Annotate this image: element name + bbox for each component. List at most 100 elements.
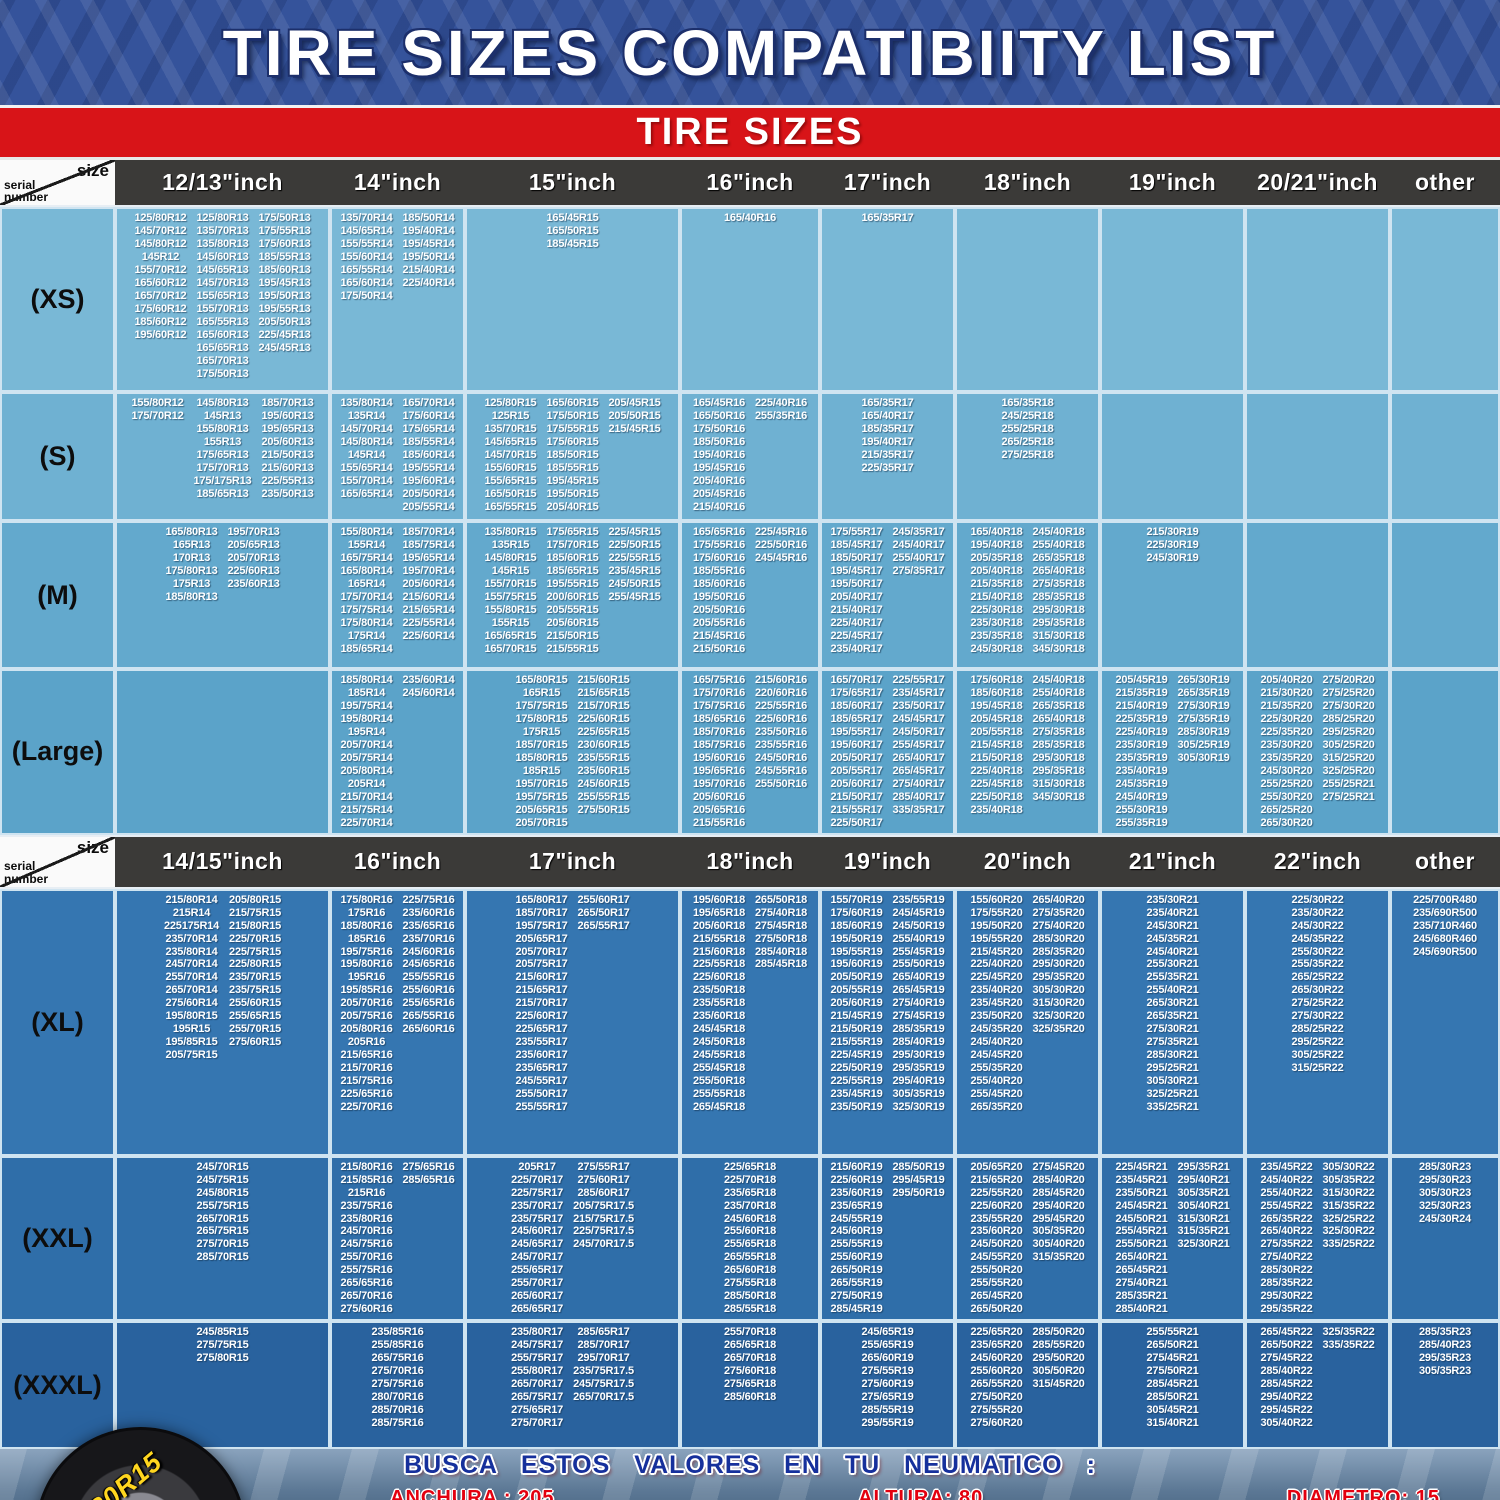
- tire-size: 285/50R21: [1146, 1391, 1199, 1404]
- tire-size: 275/50R21: [1146, 1365, 1199, 1378]
- tire-size: 285/75R16: [371, 1417, 424, 1430]
- tire-size: 285/40R19: [892, 1036, 945, 1049]
- tire-size: 315/30R20: [1032, 997, 1085, 1010]
- tire-size: 275/40R20: [1032, 919, 1085, 932]
- tire-size: 145/60R13: [196, 250, 249, 263]
- tire-size: 325/30R19: [892, 1101, 945, 1114]
- tire-size: 325/35R22: [1322, 1326, 1375, 1339]
- tire-size: 285/45R20: [1032, 1186, 1085, 1199]
- altura-value: ALTURA: 80: [858, 1487, 984, 1500]
- tire-size: 275/65R19: [861, 1391, 914, 1404]
- tire-size: 255/25R20: [1260, 777, 1313, 790]
- size-subcolumn: 225/65R20 235/65R20 245/60R20 255/60R20 265/…: [970, 1326, 1022, 1430]
- tire-size: 275/60R18: [723, 1365, 777, 1378]
- tire-size: 185/45R15: [546, 237, 599, 250]
- tire-size: 245/680R460: [1413, 932, 1477, 945]
- tire-size: 245/80R15: [196, 1186, 249, 1199]
- tire-size-cell: [1102, 209, 1243, 390]
- size-subcolumn: 215/60R15 215/65R15 215/70R15 225/60R15 225/…: [578, 674, 630, 817]
- tire-size-cell: 225/65R18 225/70R18 235/65R18 235/70R18 245/…: [682, 1157, 818, 1320]
- tire-size: 215/55R18: [692, 932, 745, 945]
- tire-size: 155/70R12: [134, 263, 187, 276]
- tire-size-cell: [957, 209, 1098, 390]
- tire-size: 225/40R14: [402, 276, 455, 289]
- tire-size: 285/70R15: [196, 1251, 249, 1264]
- size-subcolumn: 165/45R16 165/50R16 175/50R16 185/50R16 195/…: [693, 397, 745, 514]
- tire-size: 145/70R12: [134, 224, 187, 237]
- tire-size: 265/40R17: [892, 751, 945, 764]
- tire-size: 235/55R17: [515, 1036, 568, 1049]
- tire-size: 245/55R18: [692, 1049, 745, 1062]
- tire-size: 285/35R22: [1260, 1277, 1313, 1290]
- tire-size: 245/60R18: [723, 1212, 777, 1225]
- tire-size: 195/50R17: [830, 577, 883, 590]
- table-row: (Large) 185/80R14 185R14 195/75R14 195/80R14…: [0, 669, 1500, 835]
- tire-size: 255/50R16: [755, 777, 808, 790]
- tire-size: 235/45R17: [892, 686, 945, 699]
- tire-size: 285/45R21: [1146, 1378, 1199, 1391]
- row-label: (XS): [2, 209, 113, 390]
- tire-size: 155R14: [347, 538, 386, 551]
- tire-size: 245/75R15: [196, 1173, 249, 1186]
- tire-size: 215/30R20: [1260, 686, 1313, 699]
- tire-size: 275/70R17: [511, 1417, 564, 1430]
- tire-size: 235/35R18: [970, 629, 1023, 642]
- tire-size: 195/55R19: [830, 945, 883, 958]
- tire-size: 185/50R17: [830, 551, 883, 564]
- tire-size: 175/50R13: [258, 212, 311, 224]
- tire-size: 305/25R22: [1291, 1049, 1344, 1062]
- tire-size: 305/35R22: [1322, 1173, 1375, 1186]
- tire-size: 200/60R15: [546, 590, 599, 603]
- column-header: 21"inch: [1128, 848, 1217, 875]
- tire-size: 235/55R16: [755, 738, 808, 751]
- tire-size: 215/60R18: [692, 945, 745, 958]
- tire-size: 195/60R17: [830, 738, 883, 751]
- row-label: (S): [2, 394, 113, 519]
- tire-size-cell: 165/40R16: [682, 209, 818, 390]
- tire-size: 275/45R19: [892, 1010, 945, 1023]
- size-subcolumn: 135/80R14 135R14 145/70R14 145/80R14 145R14 1…: [340, 397, 392, 501]
- tire-size-cell: 165/35R18 245/25R18 255/25R18 265/25R18 275/…: [957, 394, 1098, 519]
- tire-size: 205/80R16: [340, 1023, 393, 1036]
- tire-size: 245/50R21: [1115, 1212, 1168, 1225]
- tire-size: 195/70R15: [515, 777, 568, 790]
- row-label: (XXL): [2, 1157, 113, 1320]
- tire-size: 265/55R20: [970, 1378, 1023, 1391]
- tire-size: 265/45R21: [1115, 1264, 1168, 1277]
- tire-size: 255/30R22: [1291, 945, 1344, 958]
- tire-size-cell: 215/30R19 225/30R19 245/30R19: [1102, 523, 1243, 667]
- column-header: 14/15"inch: [162, 848, 283, 875]
- tire-size: 205/40R20: [1260, 674, 1313, 686]
- tire-size: 205/50R16: [692, 603, 745, 616]
- size-subcolumn: 175/50R13 175/55R13 175/60R13 185/55R13 185/…: [259, 212, 311, 355]
- tire-size: 235/30R19: [1115, 738, 1168, 751]
- tire-size: 215/40R16: [692, 500, 745, 513]
- tire-size-cell: 165/65R16 175/55R16 175/60R16 185/55R16 185/…: [682, 523, 818, 667]
- tire-size: 195/50R16: [692, 590, 745, 603]
- tire-size: 245/40R21: [1146, 945, 1199, 958]
- tire-size: 265/70R17: [511, 1378, 564, 1391]
- tire-size: 225/55R16: [755, 699, 808, 712]
- tire-size: 235/55R18: [692, 997, 745, 1010]
- size-subcolumn: 175/60R18 185/60R18 195/45R18 205/45R18 205/…: [970, 674, 1022, 817]
- tire-size: 165/65R14: [340, 487, 393, 500]
- tire-size: 315/30R22: [1322, 1186, 1375, 1199]
- tire-size: 195/80R14: [340, 712, 393, 725]
- tire-size: 215/75R15: [229, 906, 282, 919]
- tire-size: 195/60R12: [134, 328, 187, 341]
- tire-size: 265/50R21: [1146, 1339, 1199, 1352]
- tire-size: 215/60R14: [402, 590, 455, 603]
- tire-size: 235/65R20: [970, 1339, 1023, 1352]
- tire-size: 235/35R19: [1115, 751, 1168, 764]
- tire-size: 215/60R13: [261, 461, 314, 474]
- tire-size: 215/70R15: [577, 699, 630, 712]
- tire-size: 165/60R15: [546, 397, 599, 409]
- tire-size: 185/60R17: [830, 699, 883, 712]
- tire-size: 315/25R22: [1291, 1062, 1344, 1075]
- tire-size: 275/75R15: [196, 1339, 249, 1352]
- size-subcolumn: 205R17 225/70R17 225/75R17 235/70R17 235/75R…: [511, 1161, 563, 1317]
- tire-size: 255/40R21: [1146, 984, 1199, 997]
- tire-size: 285/40R22: [1260, 1365, 1313, 1378]
- tire-size: 285/55R18: [723, 1303, 777, 1316]
- tire-size: 215/45R15: [608, 422, 661, 435]
